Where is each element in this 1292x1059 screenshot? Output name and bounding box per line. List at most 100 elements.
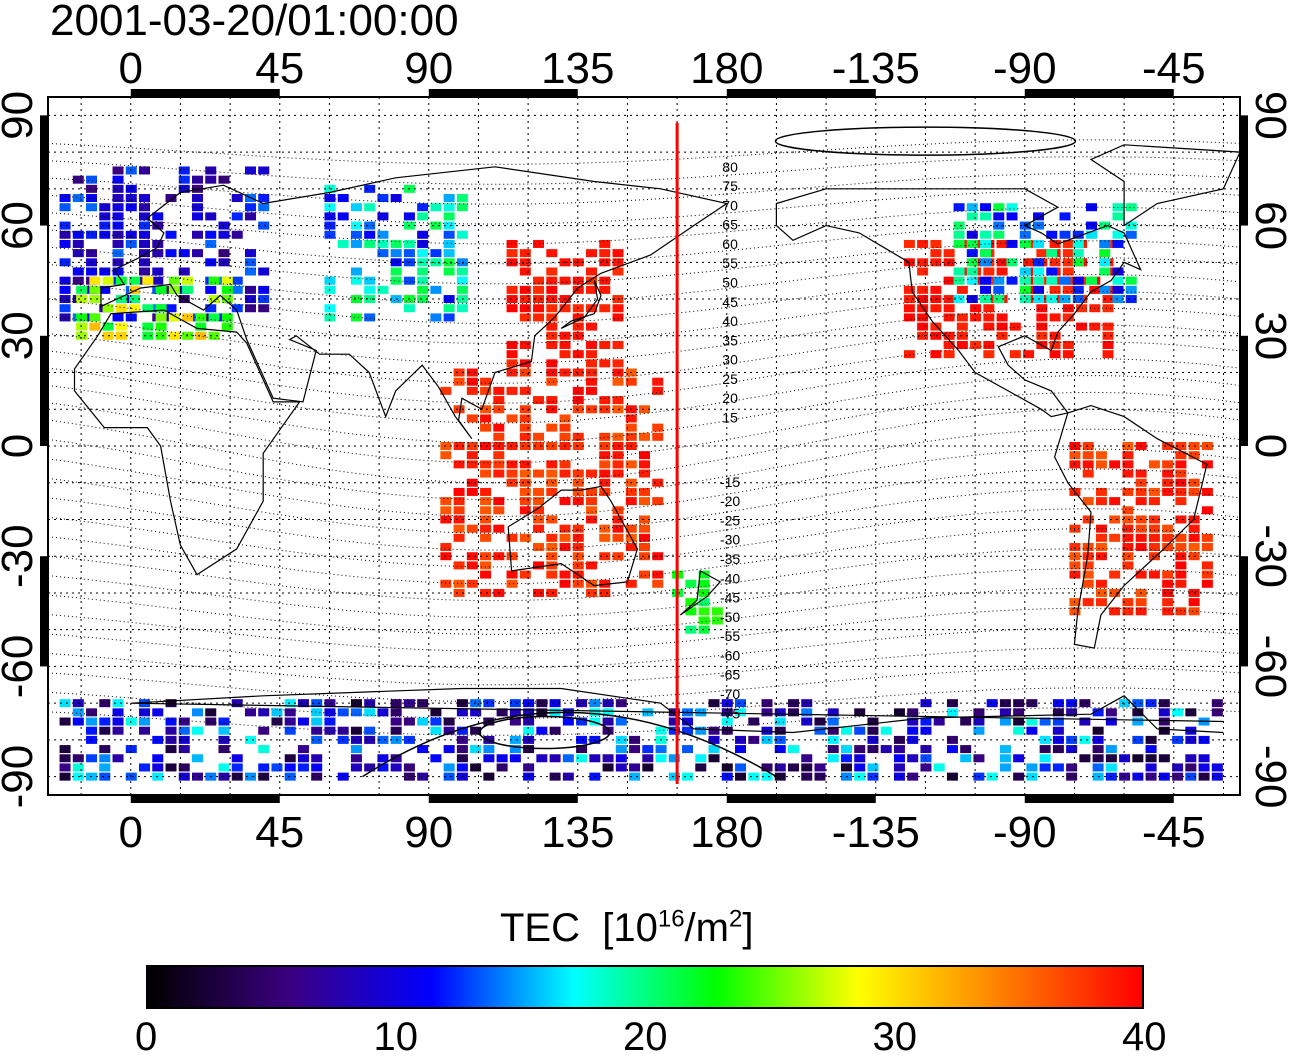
tec-cell [1033,239,1045,248]
coastline [507,485,639,587]
tec-cell [231,276,243,285]
tec-cell [1052,763,1064,772]
tec-cell [129,285,141,294]
tec-cell [586,377,598,386]
tec-cell [1072,295,1084,304]
tec-cell [1188,524,1200,533]
tec-cell [519,258,531,267]
tec-cell [1201,543,1213,552]
tec-cell [572,396,584,405]
tec-cell [639,570,650,579]
tec-cell [59,221,71,230]
tec-cell [112,166,124,175]
tec-cell [1072,258,1084,267]
tec-cell [112,717,124,726]
tec-cell [629,735,641,744]
tec-cell [182,285,194,294]
tec-cell [589,717,601,726]
mag-contour [47,627,1241,669]
tec-cell [324,230,336,239]
tec-cell [493,386,505,395]
mag-contour [47,548,1241,602]
tec-cell [1188,533,1200,542]
mag-contour [47,358,1241,424]
tec-cell [1082,442,1094,450]
tec-cell [546,533,558,542]
tec-cell [1092,726,1104,735]
tec-cell [519,423,531,432]
tec-cell [417,239,429,248]
tec-cell [639,487,650,496]
tec-cell [59,745,71,754]
tec-cell [258,267,270,276]
tec-cell [403,276,415,285]
tec-cell [533,432,545,441]
tec-cell [496,763,508,772]
tec-cell [946,772,958,781]
tec-cell [1185,735,1197,744]
tec-cell [112,175,124,184]
tec-cell [59,285,71,294]
tec-cell [1095,460,1107,469]
tec-cell [311,726,323,735]
tec-cell [917,267,929,276]
tec-cell [996,322,1008,331]
tec-cell [1049,313,1061,322]
tec-cell [1105,754,1117,763]
tec-cell [337,194,349,203]
tec-cell [966,239,978,248]
tec-cell [917,239,929,248]
tec-cell [1201,561,1213,570]
tec-cell [112,699,124,708]
tec-cell [443,230,455,239]
tec-cell [350,708,362,717]
tec-cell [218,249,230,258]
tec-cell [546,267,558,276]
tec-cell [205,239,217,248]
tec-cell [390,239,402,248]
tec-cell [506,368,518,377]
tec-cell [244,267,256,276]
tec-cell [72,717,84,726]
tec-cell [1046,230,1058,239]
tec-cell [1135,607,1147,616]
tec-cell [933,717,945,726]
tec-cell [271,763,283,772]
tec-cell [506,285,518,294]
tec-cell [192,754,203,763]
tec-cell [99,212,111,221]
tec-cell [350,267,362,276]
tec-cell [1092,745,1104,754]
tec-cell [102,304,114,313]
tec-cell [559,570,571,579]
tec-cell [430,285,442,294]
tec-cell [1062,350,1074,359]
tec-cell [466,561,478,570]
border-band [428,795,578,803]
tec-cell [99,772,111,781]
tec-cell [572,533,584,542]
tec-cell [1089,322,1101,331]
tec-cell [258,285,270,294]
tec-cell [973,754,985,763]
tec-cell [572,432,584,441]
tec-cell [1076,304,1088,313]
tec-cell [983,322,995,331]
tec-cell [208,276,220,285]
tec-cell [59,772,71,781]
tec-cell [903,295,915,304]
tec-cell [1036,304,1048,313]
tec-cell [466,487,478,496]
tec-cell [827,726,839,735]
tec-cell [1125,230,1137,239]
tec-cell [86,717,98,726]
colorbar-tick-label: 40 [1122,1015,1167,1059]
tec-cell [801,717,813,726]
tec-cell [377,249,389,258]
tec-cell [801,699,813,708]
tec-cell [1109,460,1121,469]
tec-cell [480,570,492,579]
tec-cell [443,249,455,258]
tec-cell [443,267,455,276]
x-tick-label-bottom: 180 [690,808,763,857]
